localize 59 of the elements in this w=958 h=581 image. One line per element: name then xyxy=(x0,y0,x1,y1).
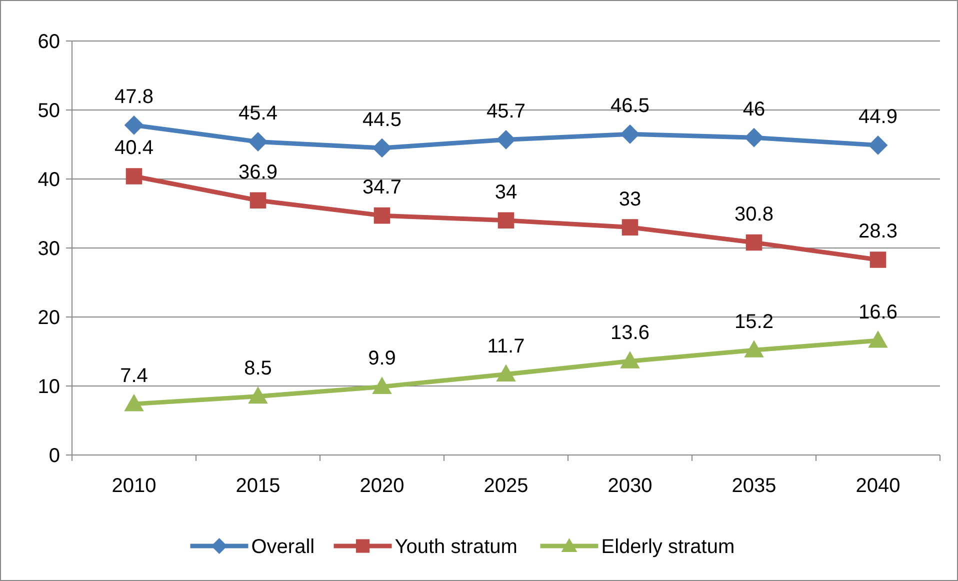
point xyxy=(496,130,516,150)
point xyxy=(124,394,144,412)
x-tick-label: 2020 xyxy=(360,475,404,497)
x-tick-label: 2040 xyxy=(856,475,900,497)
data-label: 45.7 xyxy=(486,100,526,123)
data-label: 46 xyxy=(742,98,766,121)
point xyxy=(868,136,888,155)
point xyxy=(744,128,764,148)
point xyxy=(126,168,142,184)
point xyxy=(620,124,640,144)
data-label: 44.9 xyxy=(858,106,898,128)
data-label: 47.8 xyxy=(114,86,154,108)
data-label: 28.3 xyxy=(858,220,898,243)
x-tick-label: 2015 xyxy=(236,475,280,497)
point xyxy=(868,330,888,348)
data-label: 7.4 xyxy=(120,364,148,387)
data-label: 44.5 xyxy=(362,108,402,131)
data-label: 30.8 xyxy=(734,203,774,226)
x-tick-label: 2035 xyxy=(732,475,776,497)
point xyxy=(372,138,392,158)
y-tick-label: 20 xyxy=(38,307,60,329)
point xyxy=(374,207,390,224)
y-tick-label: 10 xyxy=(38,376,60,398)
data-label: 46.5 xyxy=(610,95,650,118)
point xyxy=(248,386,268,404)
legend-label: Elderly stratum xyxy=(601,536,735,558)
data-label: 33 xyxy=(618,188,642,210)
data-label: 34.7 xyxy=(362,176,402,199)
data-label: 15.2 xyxy=(734,311,774,334)
y-tick-label: 0 xyxy=(48,445,60,467)
y-tick-label: 40 xyxy=(38,169,60,191)
data-label: 16.6 xyxy=(858,301,898,324)
data-label: 34 xyxy=(494,181,518,204)
point xyxy=(248,132,268,152)
x-tick-label: 2010 xyxy=(112,475,156,497)
x-tick-label: 2030 xyxy=(608,475,652,497)
data-label: 13.6 xyxy=(610,322,650,344)
data-label: 36.9 xyxy=(238,161,278,184)
y-tick-label: 50 xyxy=(38,100,60,122)
y-tick-label: 30 xyxy=(38,238,60,260)
data-label: 40.4 xyxy=(114,137,154,160)
point xyxy=(746,234,762,251)
data-label: 45.4 xyxy=(238,102,278,125)
legend-label: Overall xyxy=(251,536,315,558)
point xyxy=(744,340,764,358)
y-tick-label: 60 xyxy=(38,31,60,53)
point xyxy=(622,219,638,236)
point xyxy=(498,212,514,229)
legend-label: Youth stratum xyxy=(394,536,518,558)
point xyxy=(870,252,886,268)
point xyxy=(372,377,392,394)
data-label: 9.9 xyxy=(368,348,396,370)
point xyxy=(496,364,516,382)
data-label: 11.7 xyxy=(487,335,525,358)
x-tick-label: 2025 xyxy=(484,475,528,497)
data-label: 8.5 xyxy=(244,357,272,380)
point xyxy=(250,192,266,209)
point xyxy=(620,352,640,368)
point xyxy=(124,116,144,135)
